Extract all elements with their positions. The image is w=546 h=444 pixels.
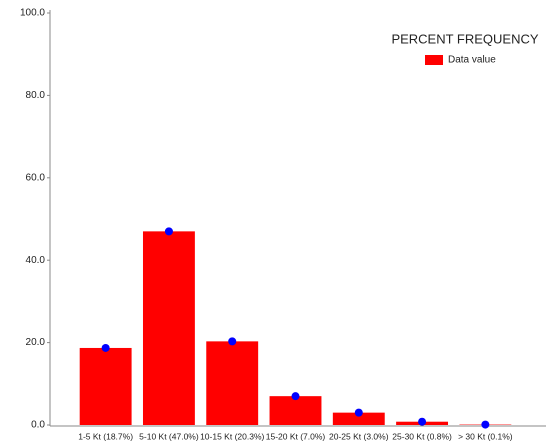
y-tick-label: 40.0 [26, 255, 46, 266]
y-tick-label: 80.0 [26, 90, 46, 101]
legend-label: Data value [448, 55, 496, 66]
bar [332, 412, 385, 425]
marker [291, 392, 300, 401]
marker [164, 227, 173, 236]
x-tick-label: 10-15 Kt (20.3%) [200, 431, 264, 441]
chart-title: PERCENT FREQUENCY [391, 31, 538, 46]
x-tick-label: 15-20 Kt (7.0%) [266, 431, 326, 441]
x-tick-label: > 30 Kt (0.1%) [458, 431, 513, 441]
marker [228, 337, 237, 346]
x-tick-label: 1-5 Kt (18.7%) [78, 431, 133, 441]
y-tick-label: 20.0 [26, 337, 46, 348]
bar [206, 341, 259, 425]
y-tick-label: 100.0 [20, 8, 45, 19]
legend-swatch [425, 55, 443, 65]
bar [79, 347, 132, 425]
x-tick-label: 5-10 Kt (47.0%) [139, 431, 199, 441]
marker [481, 420, 490, 429]
x-tick-label: 20-25 Kt (3.0%) [329, 431, 389, 441]
y-tick-label: 0.0 [31, 420, 45, 431]
marker [418, 417, 427, 426]
bar [142, 231, 195, 425]
marker [354, 408, 363, 417]
y-tick-label: 60.0 [26, 172, 46, 183]
marker [101, 343, 110, 352]
x-tick-label: 25-30 Kt (0.8%) [392, 431, 452, 441]
bar [269, 396, 322, 425]
